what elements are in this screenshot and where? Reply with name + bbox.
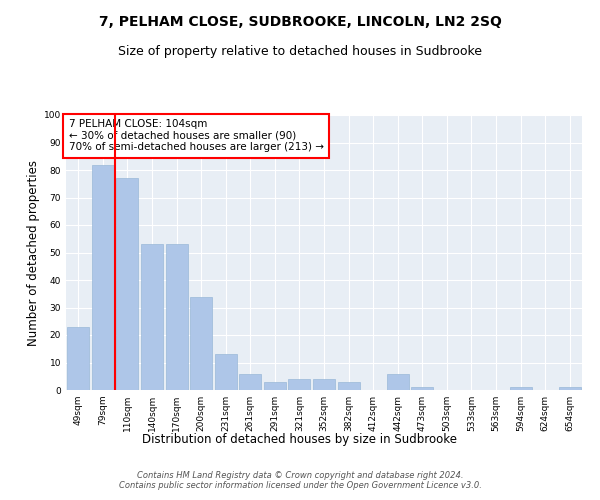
Bar xyxy=(215,354,237,390)
Text: Distribution of detached houses by size in Sudbrooke: Distribution of detached houses by size … xyxy=(143,432,458,446)
Bar xyxy=(166,244,188,390)
Text: Contains HM Land Registry data © Crown copyright and database right 2024.
Contai: Contains HM Land Registry data © Crown c… xyxy=(119,470,481,490)
Bar xyxy=(141,244,163,390)
Bar xyxy=(386,374,409,390)
Y-axis label: Number of detached properties: Number of detached properties xyxy=(27,160,40,346)
Bar xyxy=(239,374,262,390)
Bar xyxy=(313,379,335,390)
Bar xyxy=(264,382,286,390)
Text: 7, PELHAM CLOSE, SUDBROOKE, LINCOLN, LN2 2SQ: 7, PELHAM CLOSE, SUDBROOKE, LINCOLN, LN2… xyxy=(98,15,502,29)
Bar xyxy=(289,379,310,390)
Text: 7 PELHAM CLOSE: 104sqm
← 30% of detached houses are smaller (90)
70% of semi-det: 7 PELHAM CLOSE: 104sqm ← 30% of detached… xyxy=(68,119,323,152)
Bar xyxy=(559,387,581,390)
Bar xyxy=(92,164,114,390)
Text: Size of property relative to detached houses in Sudbrooke: Size of property relative to detached ho… xyxy=(118,45,482,58)
Bar xyxy=(509,387,532,390)
Bar xyxy=(116,178,139,390)
Bar xyxy=(67,327,89,390)
Bar xyxy=(411,387,433,390)
Bar xyxy=(190,296,212,390)
Bar xyxy=(338,382,359,390)
